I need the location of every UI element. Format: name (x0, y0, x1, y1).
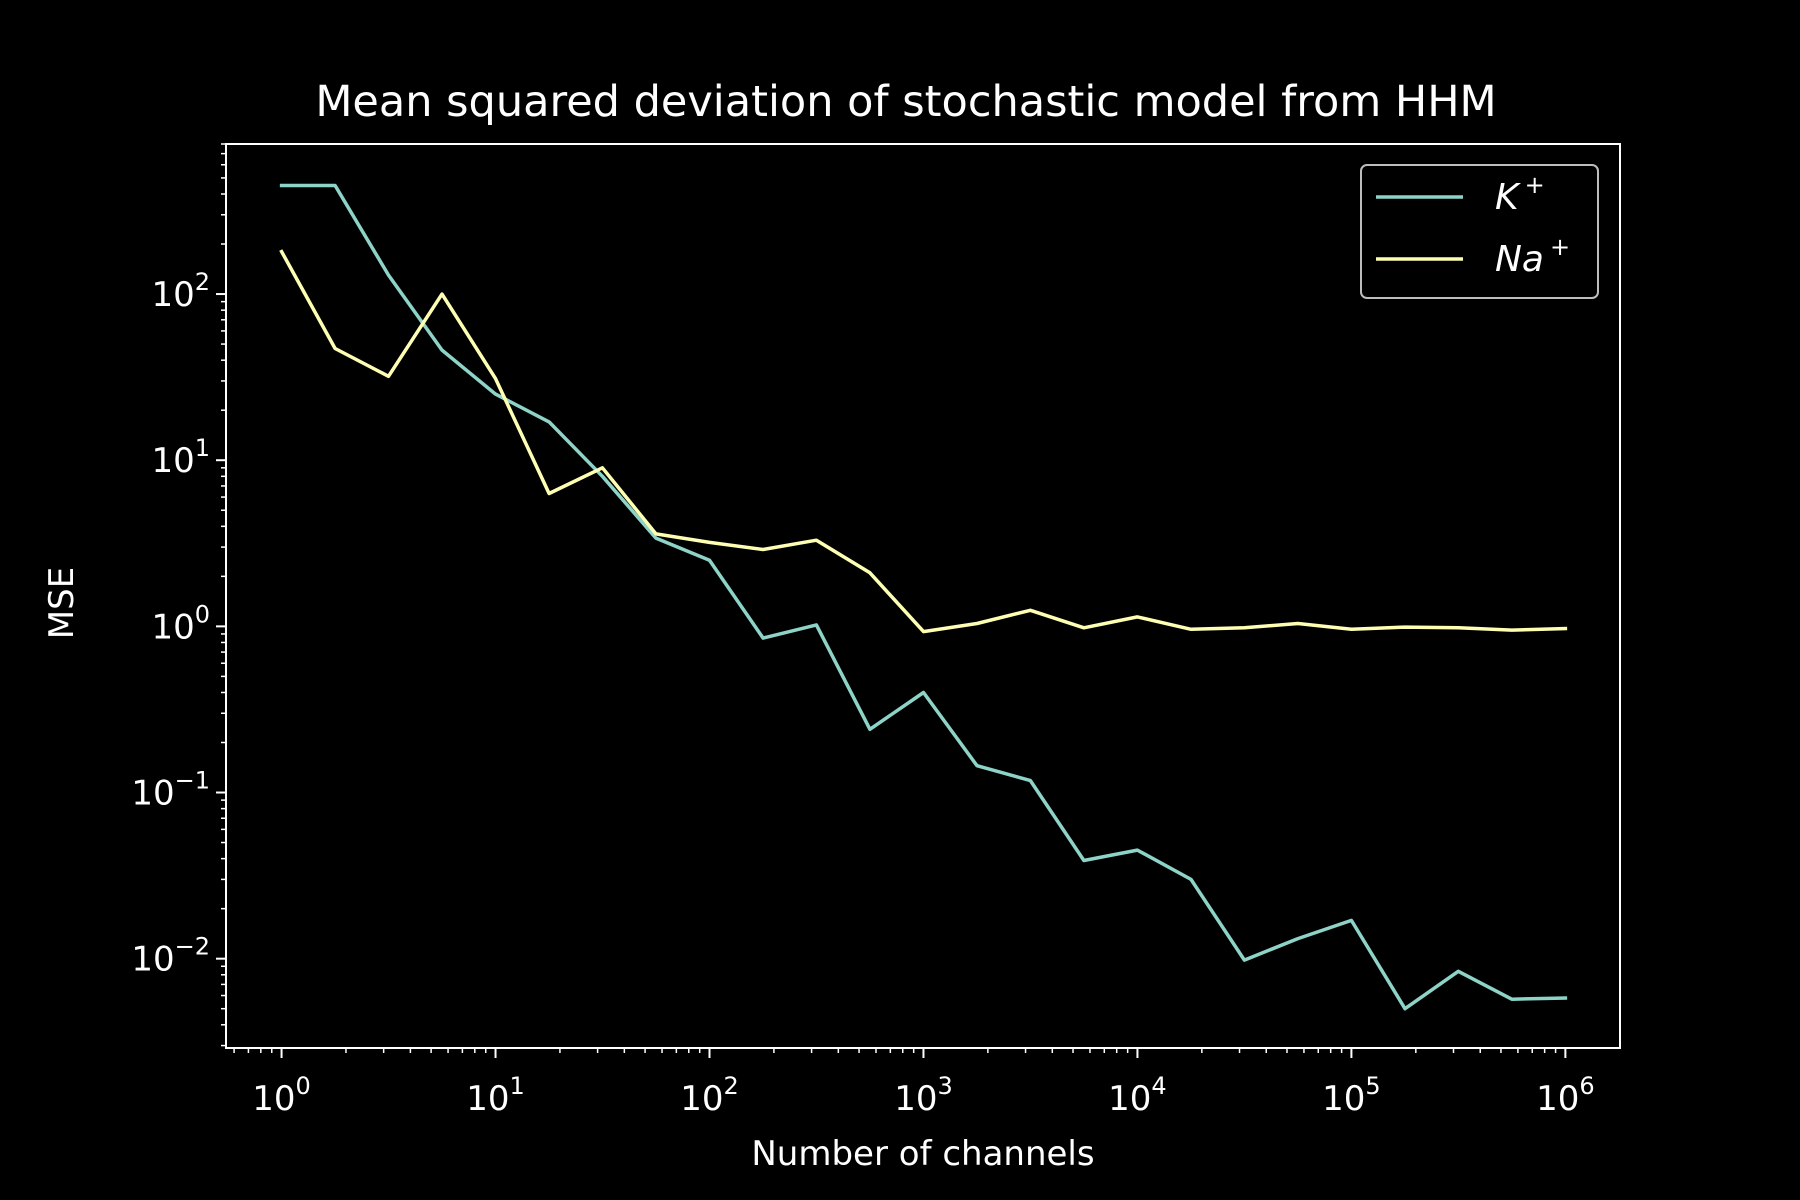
y-tick-label: 10−2 (131, 933, 210, 980)
legend-label: K + (1495, 171, 1545, 218)
x-tick-label: 102 (680, 1072, 739, 1119)
legend-box (1360, 164, 1599, 299)
y-axis-label: MSE (42, 567, 82, 639)
y-axis: 102 101 100 10−1 10−2 (131, 143, 226, 1047)
y-tick-label: 101 (151, 434, 210, 481)
plot-area (279, 183, 1568, 1011)
x-tick-label: 104 (1108, 1072, 1167, 1119)
x-axis-label: Number of channels (751, 1134, 1094, 1174)
y-tick-label: 10−1 (131, 767, 210, 814)
x-tick-label: 105 (1322, 1072, 1381, 1119)
series-line-k (279, 183, 1568, 1011)
chart-title: Mean squared deviation of stochastic mod… (315, 77, 1496, 127)
legend-label: Na + (1495, 233, 1570, 280)
x-tick-label: 106 (1536, 1072, 1595, 1119)
x-tick-label: 101 (466, 1072, 525, 1119)
y-tick-label: 102 (151, 268, 210, 315)
x-tick-label: 100 (252, 1072, 311, 1119)
y-tick-label: 100 (151, 600, 210, 647)
legend: K + Na + (1360, 164, 1599, 299)
series-line-na (279, 249, 1568, 634)
x-tick-label: 103 (894, 1072, 953, 1119)
x-axis: 100 101 102 103 104 105 106 (233, 1048, 1595, 1119)
